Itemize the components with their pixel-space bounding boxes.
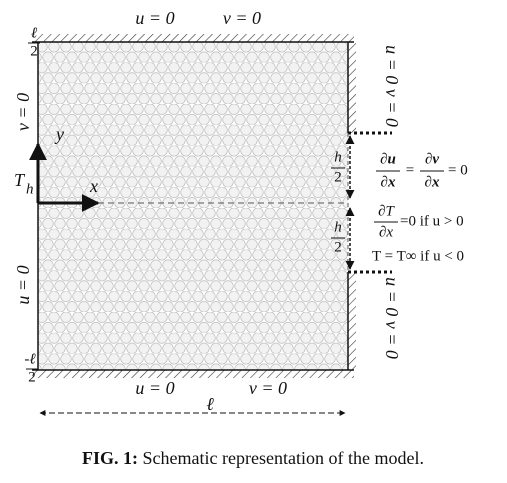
top-u: u = 0 bbox=[135, 8, 174, 28]
neg-half-length-den: 2 bbox=[28, 369, 36, 385]
porous-domain bbox=[38, 42, 348, 370]
h-den: 2 bbox=[334, 169, 342, 185]
neg-half-length-num: -ℓ bbox=[24, 351, 35, 367]
right-lower: u = 0 v = 0 bbox=[382, 277, 402, 359]
dv: ∂v bbox=[425, 151, 439, 167]
width-label: ℓ bbox=[206, 394, 214, 414]
dx: ∂x bbox=[425, 174, 440, 190]
equals: = bbox=[406, 162, 414, 178]
top-wall-hatch bbox=[32, 34, 354, 42]
outlet-markers bbox=[348, 131, 392, 274]
equals-zero: = 0 bbox=[448, 162, 468, 178]
h-num: h bbox=[334, 219, 342, 235]
walls bbox=[32, 41, 354, 371]
caption-label: FIG. 1: bbox=[82, 448, 138, 468]
half-length-num: ℓ bbox=[31, 25, 37, 41]
bottom-u: u = 0 bbox=[135, 378, 174, 398]
bottom-wall-hatch bbox=[32, 370, 354, 378]
right-wall-hatch bbox=[348, 42, 356, 133]
dx: ∂x bbox=[381, 174, 396, 190]
temperature-subscript: h bbox=[26, 181, 34, 197]
gradient-condition: =0 if u > 0 bbox=[400, 213, 464, 229]
left-lower: u = 0 bbox=[13, 265, 33, 304]
du: ∂u bbox=[380, 151, 396, 167]
left-upper: v = 0 bbox=[13, 93, 33, 131]
h-num: h bbox=[334, 149, 342, 165]
h-den: 2 bbox=[334, 239, 342, 255]
temperature-label: T bbox=[14, 170, 26, 190]
right-upper: u = 0 v = 0 bbox=[382, 45, 402, 127]
half-length-den: 2 bbox=[30, 43, 38, 59]
right-wall-hatch bbox=[348, 272, 356, 370]
dT: ∂T bbox=[378, 203, 395, 219]
y-label: y bbox=[54, 124, 64, 144]
dx: ∂x bbox=[379, 224, 393, 240]
x-label: x bbox=[89, 176, 98, 196]
caption: FIG. 1: Schematic representation of the … bbox=[82, 448, 424, 468]
bottom-v: v = 0 bbox=[249, 378, 287, 398]
caption-text: Schematic representation of the model. bbox=[143, 448, 424, 468]
inflow-condition: T = T∞ if u < 0 bbox=[372, 248, 464, 264]
top-v: v = 0 bbox=[223, 8, 261, 28]
